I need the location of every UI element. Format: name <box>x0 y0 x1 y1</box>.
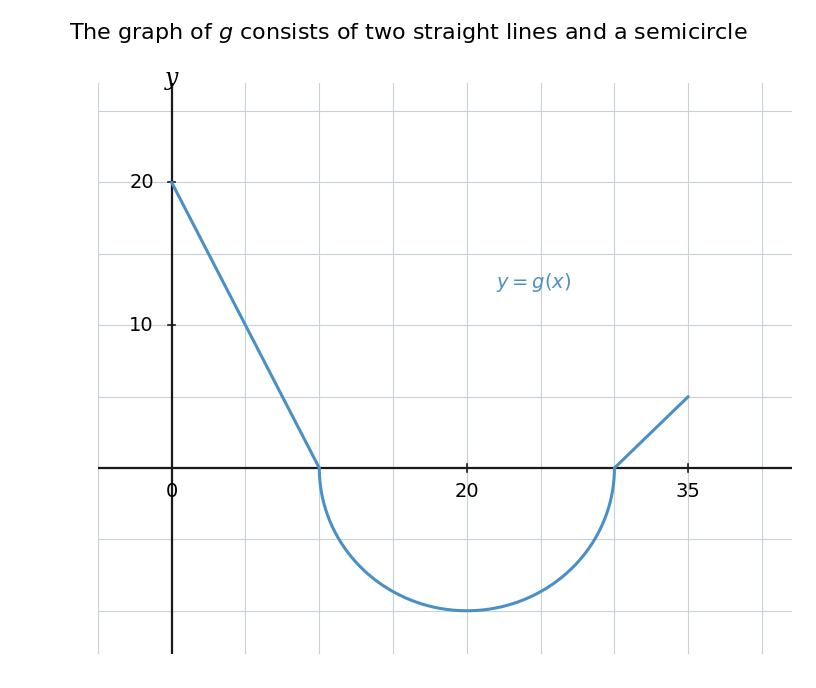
Text: y: y <box>165 67 179 89</box>
Text: 0: 0 <box>166 482 178 502</box>
Text: 20: 20 <box>130 173 154 192</box>
Text: The graph of $g$ consists of two straight lines and a semicircle: The graph of $g$ consists of two straigh… <box>69 21 747 45</box>
Text: 20: 20 <box>455 482 479 502</box>
Text: $y = g(x)$: $y = g(x)$ <box>496 271 572 294</box>
Text: 10: 10 <box>130 316 154 335</box>
Text: 35: 35 <box>676 482 701 502</box>
